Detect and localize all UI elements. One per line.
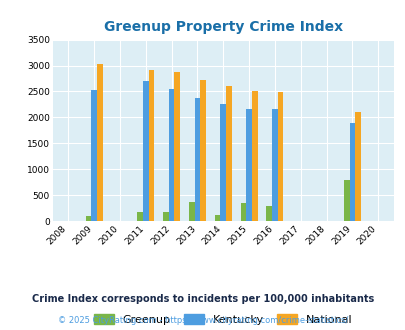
Bar: [343, 180, 349, 221]
Bar: [97, 64, 102, 221]
Bar: [246, 109, 252, 221]
Bar: [200, 80, 205, 221]
Bar: [266, 206, 271, 221]
Text: © 2025 CityRating.com - https://www.cityrating.com/crime-statistics/: © 2025 CityRating.com - https://www.city…: [58, 316, 347, 325]
Bar: [163, 212, 168, 221]
Bar: [252, 91, 257, 221]
Bar: [137, 212, 143, 221]
Bar: [240, 203, 246, 221]
Bar: [148, 70, 154, 221]
Bar: [168, 89, 174, 221]
Bar: [194, 98, 200, 221]
Bar: [91, 90, 97, 221]
Bar: [220, 104, 226, 221]
Bar: [174, 72, 180, 221]
Legend: Greenup, Kentucky, National: Greenup, Kentucky, National: [90, 311, 355, 328]
Bar: [85, 216, 91, 221]
Title: Greenup Property Crime Index: Greenup Property Crime Index: [104, 20, 342, 34]
Bar: [271, 109, 277, 221]
Bar: [354, 112, 360, 221]
Bar: [188, 202, 194, 221]
Bar: [349, 122, 354, 221]
Text: Crime Index corresponds to incidents per 100,000 inhabitants: Crime Index corresponds to incidents per…: [32, 294, 373, 304]
Bar: [277, 92, 283, 221]
Bar: [226, 86, 231, 221]
Bar: [143, 81, 148, 221]
Bar: [214, 215, 220, 221]
